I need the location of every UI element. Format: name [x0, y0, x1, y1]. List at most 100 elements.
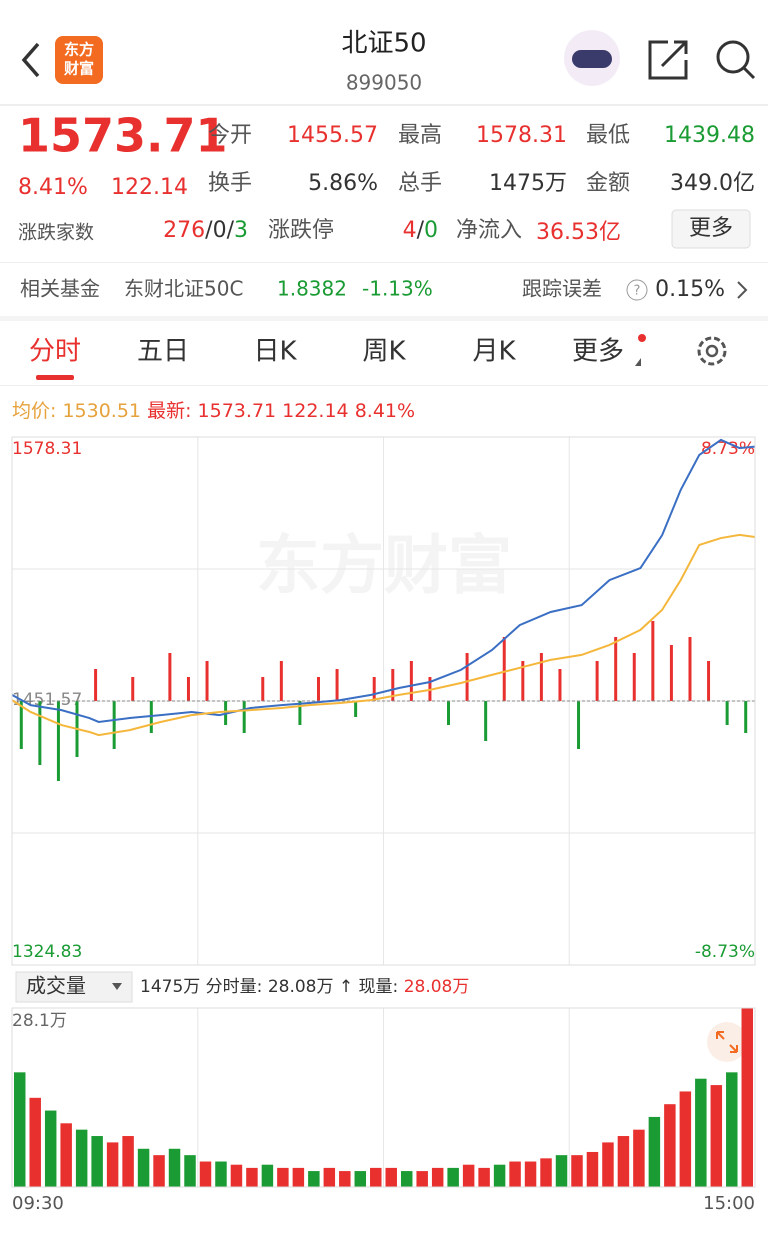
- arrow: ↑: [339, 977, 353, 997]
- help-text: ?: [634, 284, 641, 299]
- flat: 0: [213, 218, 227, 243]
- fund-change: -1.13%: [362, 277, 433, 301]
- tab[interactable]: 分时: [29, 337, 81, 367]
- logo: [55, 36, 103, 84]
- volume-bar: [60, 1123, 72, 1187]
- flow-bar: [242, 701, 246, 733]
- settings-icon: [705, 344, 719, 358]
- volume-bar: [462, 1164, 475, 1187]
- volume-bar: [215, 1161, 227, 1187]
- tab[interactable]: 五日: [137, 337, 189, 367]
- volume-bar: [292, 1167, 305, 1187]
- volume-bar: [679, 1091, 692, 1187]
- selector-text: 成交量: [26, 974, 86, 998]
- title: 北证50: [341, 29, 426, 59]
- value: 1455.57: [287, 123, 378, 148]
- flow-bar: [316, 677, 320, 701]
- label: 净流入: [456, 218, 522, 243]
- volume-bar: [308, 1171, 320, 1187]
- flow-bar: [391, 669, 395, 701]
- expand-button[interactable]: [707, 1022, 747, 1062]
- breadth: 276/0/3: [163, 218, 248, 243]
- volume-bar: [648, 1116, 661, 1187]
- volume-bar: [75, 1129, 88, 1187]
- flow-bar: [502, 637, 506, 701]
- tab[interactable]: 月K: [472, 337, 516, 367]
- value: 1573.71: [198, 400, 277, 422]
- info: 均价: 1530.51 最新: 1573.71 122.14 8.41%: [12, 400, 415, 422]
- y-tick-label: 28.1万: [12, 1011, 67, 1031]
- change: 122.14: [111, 175, 188, 200]
- value: 8.41%: [355, 400, 415, 422]
- tab[interactable]: 更多: [572, 337, 624, 367]
- share-icon[interactable]: [648, 40, 688, 80]
- volume-bar: [524, 1161, 537, 1187]
- flow-bar: [279, 661, 283, 701]
- volume-bar: [400, 1171, 413, 1187]
- back-button[interactable]: [21, 42, 40, 78]
- volume-bar: [586, 1151, 599, 1187]
- label: 相关基金: [20, 277, 100, 301]
- flow-bar: [112, 701, 116, 749]
- label: 换手: [208, 171, 252, 196]
- sep: /: [227, 218, 235, 243]
- divider: [0, 385, 768, 386]
- flow-bar: [168, 653, 172, 701]
- series-line: [11, 438, 756, 724]
- flow-bar: [465, 653, 469, 701]
- volume-bar: [478, 1167, 490, 1187]
- dropdown-arrow: [112, 983, 122, 990]
- label: 均价:: [12, 400, 56, 422]
- label: 涨跌停: [268, 218, 334, 243]
- volume-bar: [106, 1142, 119, 1187]
- more-text: 更多: [689, 216, 733, 241]
- label: 最新:: [147, 400, 191, 422]
- flow-bar: [688, 637, 692, 701]
- volume-bar: [447, 1167, 459, 1187]
- flow-bar: [651, 621, 655, 701]
- flow-bar: [744, 701, 748, 733]
- triangle: [635, 358, 641, 366]
- help-icon[interactable]: [626, 279, 648, 301]
- flow-bar: [372, 677, 376, 701]
- chevron[interactable]: [737, 281, 748, 299]
- flow-bar: [632, 653, 636, 701]
- settings-icon[interactable]: [697, 336, 727, 366]
- value: 28.08万: [268, 977, 334, 997]
- fund-name[interactable]: 东财北证50C: [124, 277, 243, 301]
- tab-indicator: [36, 375, 74, 380]
- flow-bar: [614, 637, 618, 701]
- expand-icon: [716, 1031, 738, 1053]
- volume-bar: [664, 1104, 676, 1187]
- logo-text: 财富: [64, 60, 94, 78]
- volume-bar: [122, 1136, 134, 1187]
- more-button[interactable]: [671, 209, 751, 249]
- flow-bar: [669, 645, 673, 701]
- search-icon[interactable]: [716, 40, 750, 74]
- tab[interactable]: 日K: [253, 337, 297, 367]
- label: 分时量:: [206, 977, 263, 997]
- flow-bar: [577, 701, 581, 749]
- tab[interactable]: 周K: [362, 337, 406, 367]
- selector[interactable]: [15, 971, 133, 1003]
- volume-bar: [153, 1155, 165, 1187]
- sep: /: [417, 218, 425, 243]
- flow-bar: [539, 653, 543, 701]
- flow-bar: [94, 669, 98, 701]
- value: 1578.31: [476, 123, 567, 148]
- logo-text: 东方: [64, 41, 94, 59]
- value: 36.53亿: [536, 220, 621, 245]
- avatar-face: [572, 50, 612, 68]
- flow-bar: [19, 701, 23, 749]
- volume-bar: [14, 1072, 26, 1187]
- volume-bar: [29, 1097, 41, 1187]
- y-tick-label: 1324.83: [12, 942, 82, 962]
- flow-bar: [558, 669, 562, 701]
- flow-bar: [186, 677, 190, 701]
- series-line: [11, 533, 756, 737]
- volume-bar: [385, 1167, 397, 1187]
- value: 1475万: [140, 977, 200, 997]
- label: 总手: [398, 171, 442, 196]
- volume-bar: [555, 1155, 568, 1187]
